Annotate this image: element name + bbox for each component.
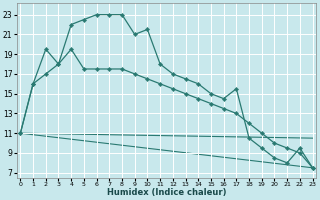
X-axis label: Humidex (Indice chaleur): Humidex (Indice chaleur) [107,188,226,197]
